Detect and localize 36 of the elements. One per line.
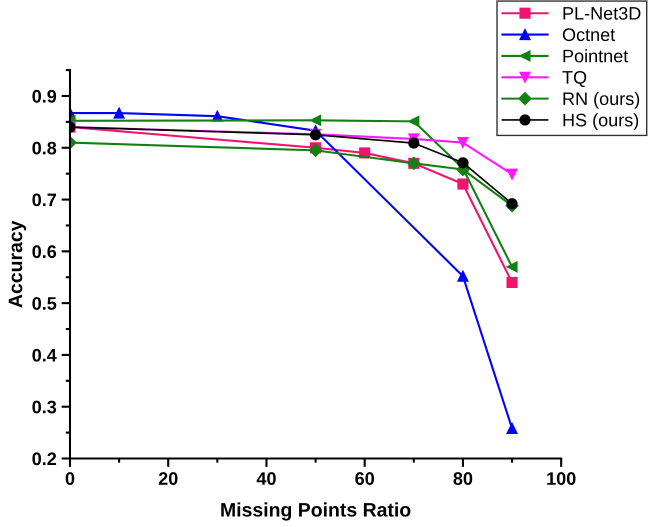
x-tick-label: 100: [547, 472, 576, 485]
point: [457, 157, 468, 168]
x-tick-label: 40: [256, 472, 276, 485]
point: [457, 178, 468, 190]
x-tick-label: 60: [355, 472, 374, 485]
y-axis-title: Accuracy: [8, 220, 26, 308]
y-tick-label: 0.6: [32, 245, 56, 258]
point: [506, 261, 518, 272]
x-axis-title: Missing Points Ratio: [221, 502, 410, 521]
legend-label: Pointnet: [563, 49, 628, 62]
y-tick-label: 0.3: [32, 400, 56, 414]
point: [408, 138, 420, 149]
y-tick-label: 0.5: [32, 297, 56, 310]
y-tick-label: 0.2: [32, 452, 56, 466]
point: [506, 276, 518, 288]
point: [310, 114, 322, 126]
point: [408, 116, 420, 127]
point: [506, 422, 518, 434]
x-tick-label: 20: [158, 472, 178, 485]
y-tick-label: 0.8: [32, 142, 56, 154]
point: [457, 270, 468, 282]
x-tick-label: 80: [453, 472, 472, 485]
point: [308, 144, 322, 157]
point: [114, 108, 125, 119]
legend-label: Octnet: [562, 28, 616, 42]
x-tick-label: 0: [66, 472, 74, 485]
legend-label: HS (ours): [563, 113, 638, 130]
legend-label: RN (ours): [563, 92, 640, 109]
y-tick-label: 0.9: [32, 90, 56, 103]
legend-label: PL-Net3D: [563, 6, 640, 20]
y-tick-label: 0.4: [32, 348, 57, 362]
legend-label: TQ: [562, 70, 586, 87]
point: [457, 137, 468, 148]
point: [506, 198, 518, 210]
y-tick-label: 0.7: [32, 193, 56, 206]
point: [506, 168, 518, 180]
